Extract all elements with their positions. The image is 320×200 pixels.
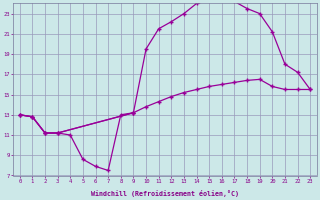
X-axis label: Windchill (Refroidissement éolien,°C): Windchill (Refroidissement éolien,°C) bbox=[91, 190, 239, 197]
